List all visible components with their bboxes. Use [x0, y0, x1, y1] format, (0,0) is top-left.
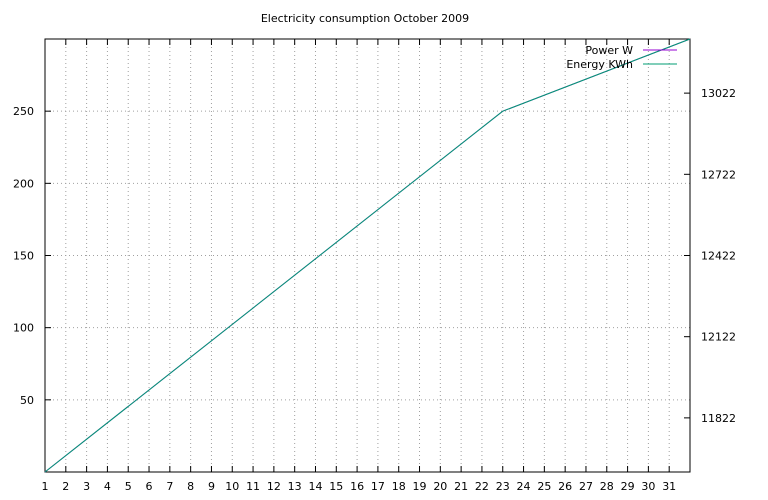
x-tick-label: 10 — [225, 480, 239, 493]
x-tick-label: 18 — [392, 480, 406, 493]
x-tick-label: 1 — [42, 480, 49, 493]
x-tick-label: 12 — [267, 480, 281, 493]
y-right-tick-label: 12422 — [701, 250, 736, 263]
y-left-tick-label: 50 — [20, 394, 34, 407]
y-right-tick-label: 13022 — [701, 87, 736, 100]
y-right-tick-label: 12122 — [701, 331, 736, 344]
chart-title: Electricity consumption October 2009 — [261, 12, 469, 25]
y-left-tick-label: 250 — [13, 105, 34, 118]
x-tick-label: 29 — [621, 480, 635, 493]
x-tick-label: 8 — [187, 480, 194, 493]
x-tick-label: 13 — [288, 480, 302, 493]
y-left-tick-label: 200 — [13, 177, 34, 190]
x-tick-label: 19 — [413, 480, 427, 493]
x-tick-label: 28 — [600, 480, 614, 493]
x-tick-label: 9 — [208, 480, 215, 493]
y-right-tick-label: 11822 — [701, 412, 736, 425]
x-tick-label: 22 — [475, 480, 489, 493]
y-left-tick-label: 100 — [13, 322, 34, 335]
x-tick-label: 23 — [496, 480, 510, 493]
x-tick-label: 16 — [350, 480, 364, 493]
x-tick-label: 20 — [433, 480, 447, 493]
x-tick-label: 27 — [579, 480, 593, 493]
x-tick-label: 7 — [166, 480, 173, 493]
x-tick-label: 5 — [125, 480, 132, 493]
x-tick-label: 17 — [371, 480, 385, 493]
x-tick-label: 26 — [558, 480, 572, 493]
legend-label: Power W — [585, 44, 633, 57]
x-tick-label: 24 — [517, 480, 531, 493]
x-tick-label: 15 — [329, 480, 343, 493]
y-right-tick-label: 12722 — [701, 168, 736, 181]
grid — [45, 39, 690, 472]
x-tick-label: 30 — [641, 480, 655, 493]
x-tick-label: 31 — [662, 480, 676, 493]
x-tick-label: 11 — [246, 480, 260, 493]
x-tick-label: 6 — [146, 480, 153, 493]
y-left-tick-label: 150 — [13, 250, 34, 263]
x-tick-label: 2 — [62, 480, 69, 493]
series — [44, 38, 691, 473]
series-line-energy-kwh — [44, 38, 691, 473]
x-tick-label: 21 — [454, 480, 468, 493]
x-tick-label: 4 — [104, 480, 111, 493]
axes: 1 2 3 4 5 6 7 8 9 10 11 12 13 14 15 16 17 18 19 20 21 22 23 24 2… — [13, 39, 736, 493]
x-tick-label: 25 — [537, 480, 551, 493]
x-tick-label: 3 — [83, 480, 90, 493]
legend-label: Energy KWh — [566, 58, 633, 71]
x-tick-label: 14 — [308, 480, 322, 493]
